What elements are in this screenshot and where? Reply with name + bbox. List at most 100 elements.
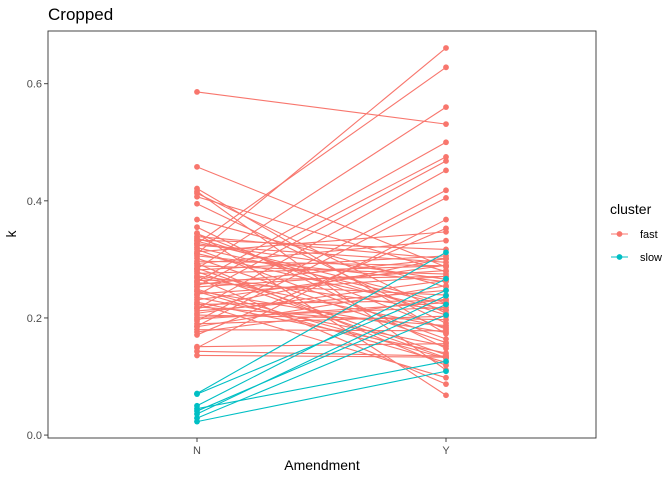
series-line-fast	[196, 264, 447, 301]
series-line-fast	[196, 227, 447, 336]
x-tick-label: N	[193, 445, 201, 457]
plot-area	[47, 30, 597, 439]
series-line-fast	[196, 247, 447, 306]
series-line-fast	[196, 166, 447, 268]
data-lines	[196, 47, 447, 423]
legend-key-point	[616, 231, 623, 237]
data-point-fast	[194, 250, 200, 257]
data-point-fast	[194, 265, 200, 272]
series-line-slow	[196, 314, 447, 419]
data-point-fast	[194, 283, 200, 290]
series-line-slow	[196, 295, 447, 415]
data-point-slow	[443, 301, 449, 308]
data-point-fast	[443, 282, 449, 289]
series-line-fast	[196, 231, 447, 253]
legend-title: cluster	[610, 201, 652, 217]
series-line-fast	[196, 279, 447, 314]
series-line-fast	[196, 277, 447, 385]
series-line-fast	[196, 219, 447, 349]
data-point-fast	[194, 288, 200, 295]
series-line-fast	[196, 106, 447, 270]
data-point-fast	[443, 374, 449, 381]
series-line-fast	[196, 343, 447, 348]
series-line-fast	[196, 189, 447, 322]
data-point-fast	[194, 163, 200, 170]
data-point-fast	[443, 154, 449, 160]
series-line-fast	[196, 276, 447, 328]
data-point-fast	[443, 104, 449, 111]
series-line-fast	[196, 290, 447, 334]
series-line-fast	[196, 296, 447, 347]
data-point-slow	[443, 249, 449, 256]
series-line-fast	[196, 269, 447, 288]
data-point-slow	[443, 312, 449, 318]
legend-items: fast slow	[611, 229, 662, 264]
series-line-fast	[196, 66, 447, 245]
data-point-slow	[443, 292, 449, 299]
legend-key-point	[616, 254, 623, 260]
series-line-fast	[196, 288, 447, 359]
data-point-fast	[443, 64, 449, 71]
data-point-fast	[443, 267, 449, 274]
data-point-fast	[443, 381, 449, 388]
y-tick-label: 0.6	[27, 79, 42, 91]
data-point-fast	[443, 324, 449, 331]
data-point-fast	[443, 216, 449, 223]
data-point-fast	[443, 187, 449, 194]
data-point-fast	[194, 89, 200, 95]
data-point-fast	[194, 352, 200, 359]
data-point-fast	[194, 200, 200, 207]
data-point-slow	[443, 287, 449, 294]
series-line-fast	[196, 260, 447, 267]
series-line-slow	[196, 303, 447, 412]
data-point-slow	[443, 368, 449, 375]
data-point-fast	[443, 45, 449, 51]
data-point-fast	[443, 392, 449, 399]
data-point-fast	[443, 167, 449, 174]
data-point-fast	[194, 317, 200, 324]
data-point-fast	[194, 224, 200, 231]
data-point-fast	[443, 225, 449, 232]
legend: cluster fast slow	[610, 201, 662, 264]
data-point-fast	[443, 340, 449, 347]
data-point-slow	[194, 391, 200, 397]
series-line-fast	[196, 315, 447, 325]
legend-label: slow	[640, 252, 662, 264]
data-point-fast	[194, 230, 200, 236]
series-line-fast	[196, 156, 447, 287]
y-tick-label: 0.0	[27, 430, 42, 442]
x-axis-title: Amendment	[284, 457, 360, 473]
legend-label: fast	[640, 229, 658, 241]
data-point-fast	[443, 262, 449, 269]
data-point-fast	[194, 216, 200, 223]
data-point-fast	[443, 237, 449, 244]
legend-item-fast: fast	[611, 229, 658, 241]
data-point-fast	[194, 300, 200, 307]
series-line-fast	[196, 255, 447, 271]
data-point-slow	[443, 358, 449, 365]
data-point-fast	[194, 274, 200, 280]
series-line-fast	[196, 350, 447, 357]
data-points	[194, 45, 449, 425]
series-line-fast	[196, 160, 447, 296]
y-tick-label: 0.2	[27, 313, 42, 325]
series-line-fast	[196, 285, 447, 328]
data-point-slow	[443, 275, 449, 282]
data-point-fast	[194, 240, 200, 247]
series-line-fast	[196, 91, 447, 125]
series-line-fast	[196, 141, 447, 283]
data-point-fast	[194, 344, 200, 351]
x-tick-label: Y	[442, 445, 450, 457]
series-line-fast	[196, 329, 447, 332]
y-axis-title: k	[3, 230, 19, 238]
data-point-fast	[194, 323, 200, 330]
series-line-fast	[196, 258, 447, 286]
data-point-fast	[443, 255, 449, 262]
data-point-fast	[443, 354, 449, 361]
series-line-slow	[196, 370, 447, 423]
series-line-fast	[196, 47, 447, 254]
series-line-fast	[196, 303, 447, 379]
series-line-slow	[196, 278, 447, 407]
